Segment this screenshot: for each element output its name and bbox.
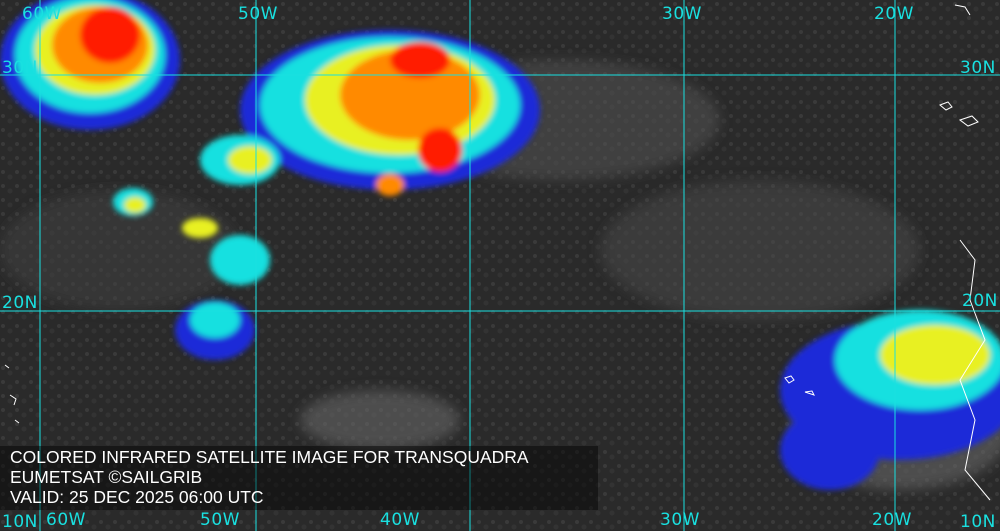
caption-valid-time: VALID: 25 DEC 2025 06:00 UTC bbox=[10, 487, 264, 507]
lat-label-right-30n: 30N bbox=[960, 58, 996, 78]
coastlines bbox=[4, 4, 991, 501]
lon-label-top-50w: 50W bbox=[238, 4, 278, 24]
lon-label-bottom-50w: 50W bbox=[200, 510, 240, 530]
lat-label-right-10n: 10N bbox=[960, 512, 996, 531]
lon-label-top-20w: 20W bbox=[874, 4, 914, 24]
lon-label-bottom-30w: 30W bbox=[660, 510, 700, 530]
caption-title: COLORED INFRARED SATELLITE IMAGE FOR TRA… bbox=[10, 447, 529, 467]
lon-label-top-60w: 60W bbox=[22, 4, 62, 24]
cloud-tops-colored bbox=[0, 0, 1000, 490]
lat-label-left-20n: 20N bbox=[2, 293, 38, 313]
lon-label-bottom-20w: 20W bbox=[872, 510, 912, 530]
caption-credit: EUMETSAT ©SAILGRIB bbox=[10, 467, 203, 487]
lat-label-left-30n: 30N bbox=[2, 58, 38, 78]
lon-label-top-30w: 30W bbox=[662, 4, 702, 24]
caption-box: COLORED INFRARED SATELLITE IMAGE FOR TRA… bbox=[0, 446, 598, 510]
lon-label-bottom-40w: 40W bbox=[380, 510, 420, 530]
lon-label-bottom-60w: 60W bbox=[46, 510, 86, 530]
lat-label-left-10n: 10N bbox=[2, 512, 38, 531]
lat-label-right-20n: 20N bbox=[962, 291, 998, 311]
